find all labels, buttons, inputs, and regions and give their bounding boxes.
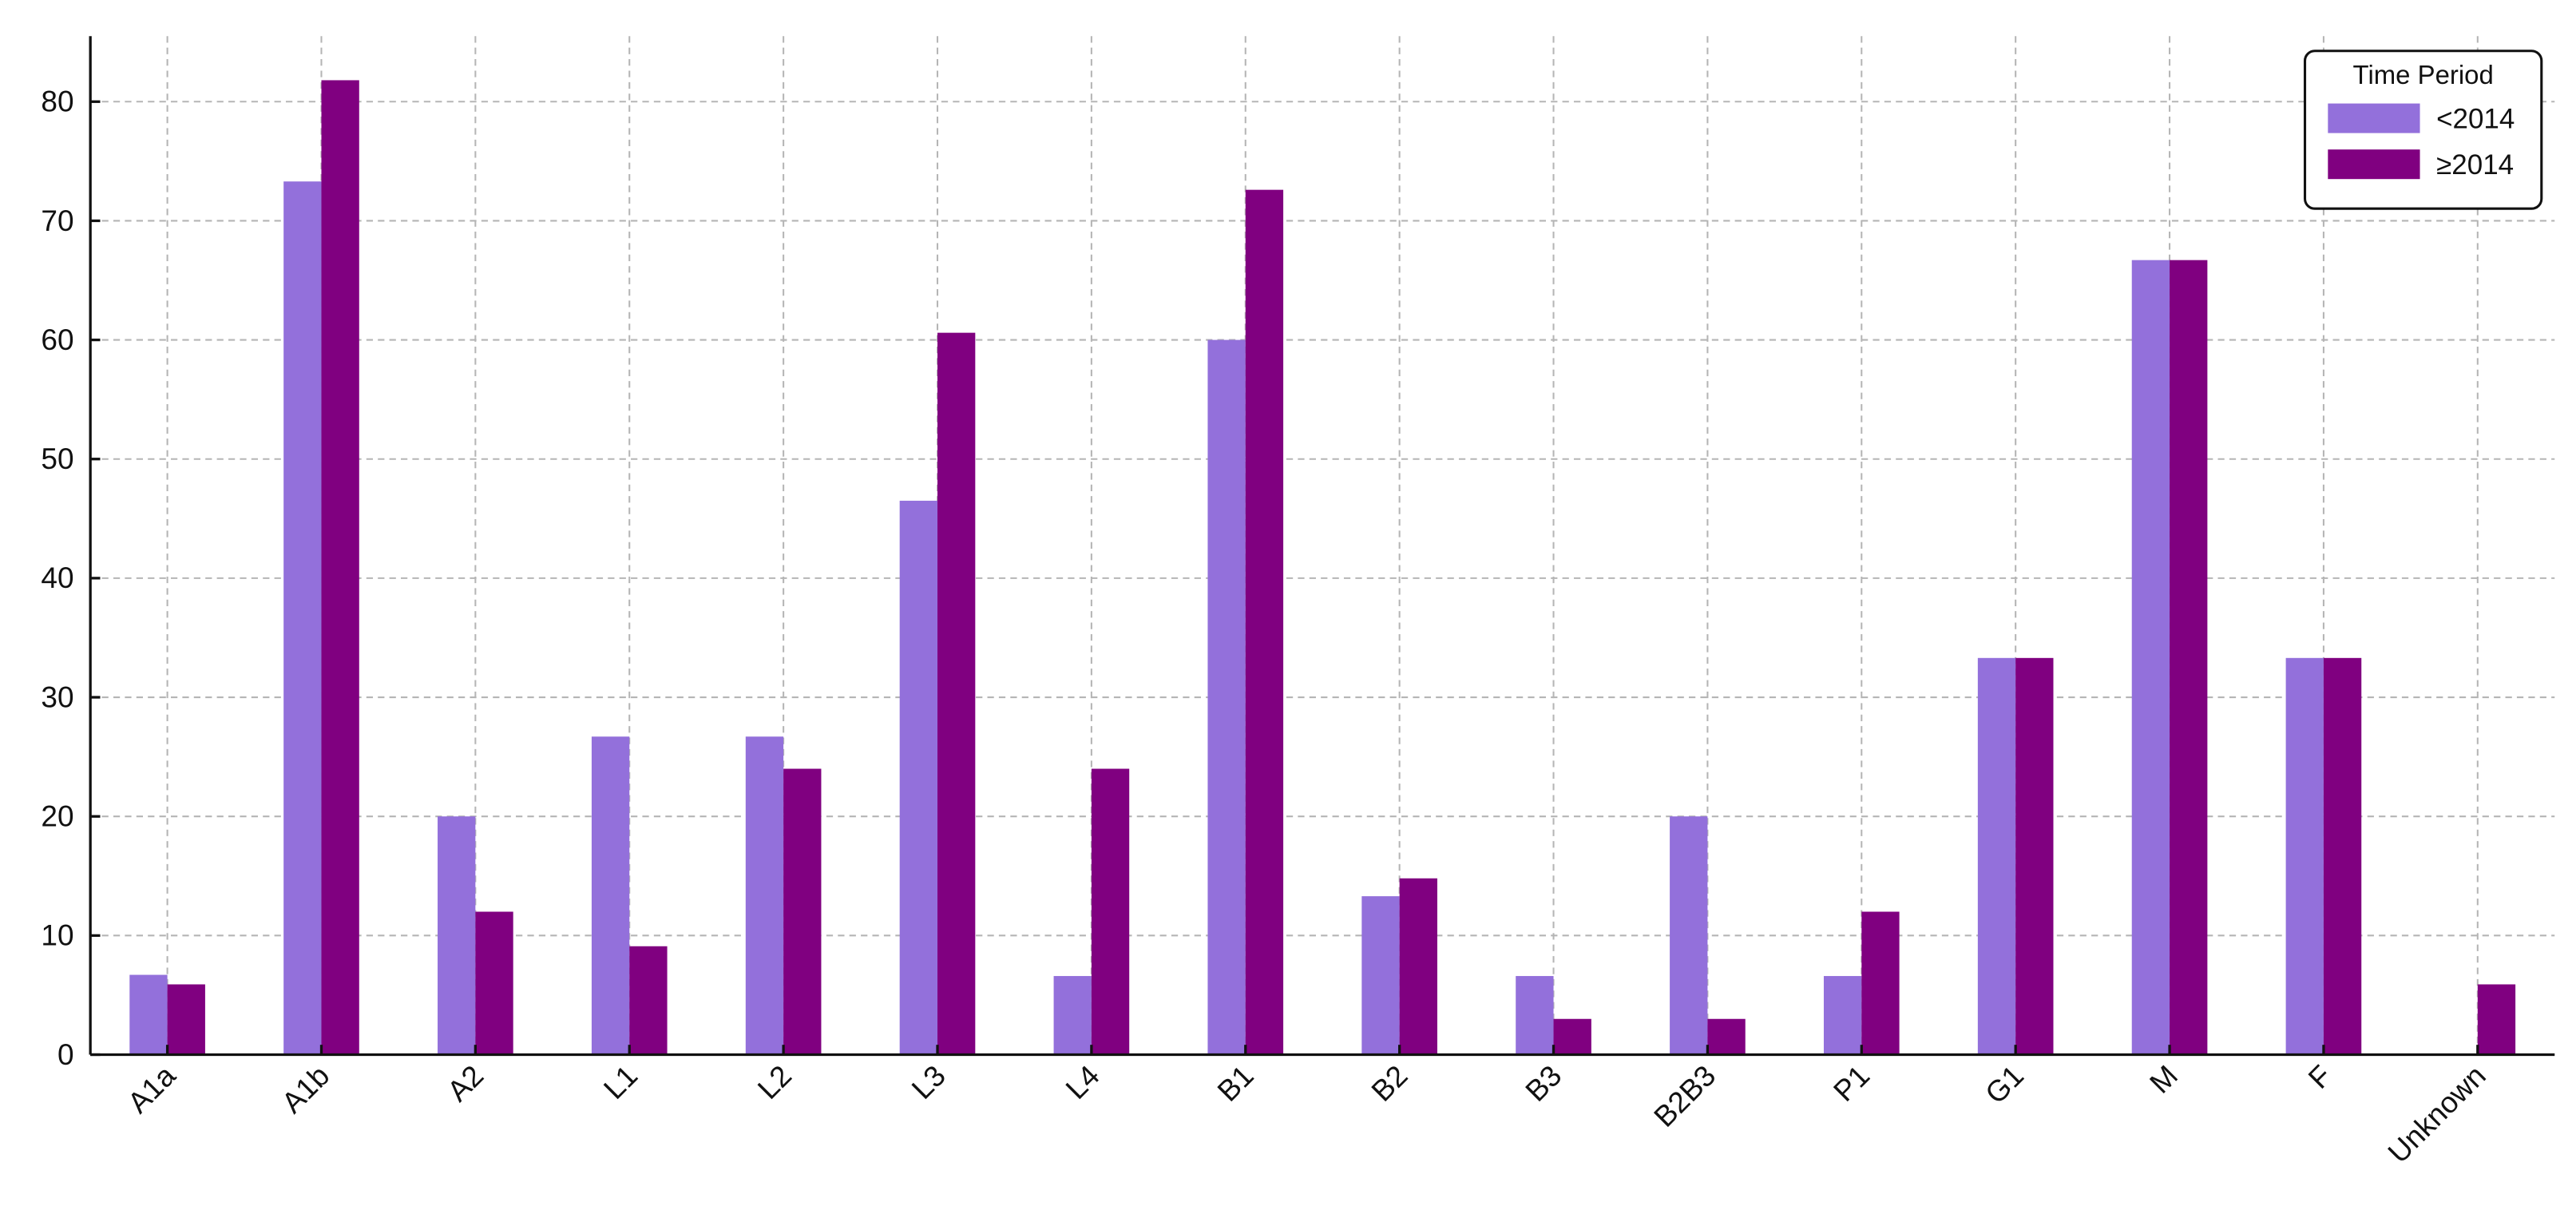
bar [1707,1018,1746,1055]
bar [1207,339,1246,1055]
x-tick-label: F [2301,1058,2338,1095]
x-tick-label: M [2143,1058,2185,1100]
bar [629,946,668,1055]
bar [899,500,938,1055]
x-tick-label: B3 [1519,1058,1568,1108]
bar [2015,657,2054,1055]
x-tick-label: B1 [1211,1058,1260,1108]
bar [2477,984,2516,1055]
bar [937,332,976,1055]
legend-label: ≥2014 [2436,149,2514,181]
bar [1361,896,1400,1055]
y-tick-label: 40 [41,561,73,594]
x-tick-label: B2B3 [1647,1058,1722,1133]
y-tick-label: 80 [41,85,73,118]
x-tick-label: G1 [1979,1058,2031,1110]
x-tick-label: Unknown [2381,1058,2492,1169]
x-tick-label: L3 [905,1058,952,1105]
y-tick-label: 60 [41,323,73,356]
bar [1245,189,1284,1055]
y-tick-label: 30 [41,680,73,713]
x-tick-label: P1 [1827,1058,1877,1108]
x-tick-label: L2 [751,1058,798,1105]
y-tick-label: 10 [41,918,73,952]
bar [321,80,359,1055]
y-tick-label: 70 [41,204,73,237]
bar [745,736,784,1055]
bar [2131,260,2170,1055]
x-tick-label: L1 [596,1058,644,1105]
legend-swatch [2328,103,2420,133]
bar [438,816,476,1055]
y-tick-label: 20 [41,799,73,833]
bar [2285,657,2324,1055]
legend-title: Time Period [2353,60,2494,89]
x-tick-label: A2 [441,1058,490,1108]
x-tick-label: L4 [1059,1058,1106,1105]
x-tick-label: B2 [1365,1058,1414,1108]
x-tick-label: A1b [275,1058,335,1119]
bar [283,181,322,1055]
y-tick-label: 50 [41,442,73,475]
bar [1516,976,1554,1055]
bar [783,768,822,1055]
legend-swatch [2328,149,2420,180]
bar [475,911,513,1055]
bar [1670,816,1708,1055]
bar [129,974,168,1055]
bar [1053,976,1092,1055]
bar [1823,976,1862,1055]
bar [1399,878,1437,1055]
bar [167,984,205,1055]
bar [2323,657,2362,1055]
bar [591,736,630,1055]
y-tick-label: 0 [57,1037,74,1071]
bar [1091,768,1130,1055]
bar [1977,657,2016,1055]
bar [2170,260,2208,1055]
bar [1861,911,1900,1055]
bar [1553,1018,1591,1055]
legend-label: <2014 [2436,103,2515,134]
x-tick-label: A1a [121,1058,182,1120]
